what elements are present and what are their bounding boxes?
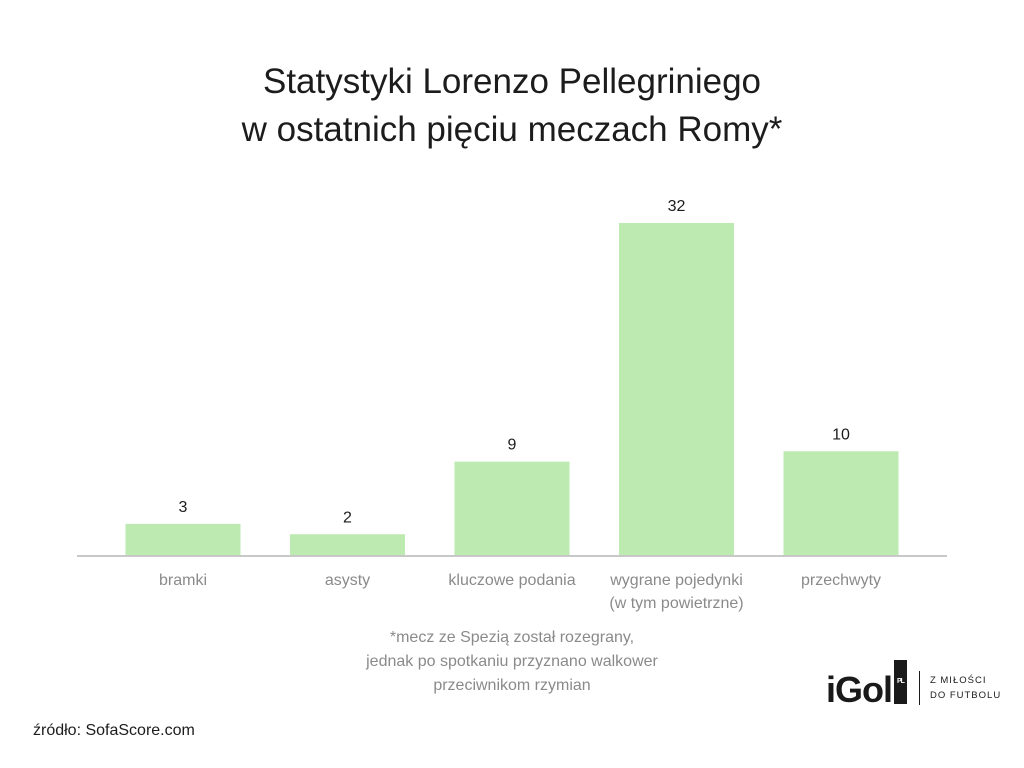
category-tick-label: kluczowe podania bbox=[448, 572, 575, 589]
logo-tagline: Z MIŁOŚCI DO FUTBOLU bbox=[930, 673, 1001, 703]
source-text: źródło: SofaScore.com bbox=[33, 722, 195, 739]
footnote-line-3: przeciwnikom rzymian bbox=[433, 677, 591, 694]
category-tick-label: bramki bbox=[159, 572, 207, 589]
logo-mark: iGol PL bbox=[826, 660, 907, 710]
category-tick-label: wygrane pojedynki bbox=[609, 572, 743, 589]
chart-title-line-1: Statystyki Lorenzo Pellegriniego bbox=[262, 62, 762, 101]
logo-tagline-line-2: DO FUTBOLU bbox=[929, 690, 1002, 701]
bar bbox=[783, 451, 899, 555]
bar-value-label: 2 bbox=[343, 509, 352, 526]
logo-text: iGol bbox=[826, 669, 893, 710]
logo-tagline-line-1: Z MIŁOŚCI bbox=[929, 675, 987, 686]
bar-value-label: 32 bbox=[668, 198, 686, 215]
chart-title: Statystyki Lorenzo Pellegriniego w ostat… bbox=[0, 58, 1024, 154]
category-tick-label: przechwyty bbox=[801, 572, 881, 589]
category-tick-label: (w tym powietrzne) bbox=[609, 595, 743, 612]
bar-value-label: 3 bbox=[179, 499, 188, 516]
footnote-line-2: jednak po spotkaniu przyznano walkower bbox=[366, 653, 658, 670]
bar bbox=[290, 534, 405, 555]
logo-divider bbox=[918, 671, 920, 705]
logo-badge: PL bbox=[894, 660, 907, 704]
footnote: *mecz ze Spezią został rozegrany, jednak… bbox=[262, 626, 762, 698]
footnote-line-1: *mecz ze Spezią został rozegrany, bbox=[389, 629, 635, 646]
bar-value-label: 10 bbox=[832, 426, 850, 443]
igol-logo: iGol PL Z MIŁOŚCI DO FUTBOLU bbox=[826, 660, 1001, 710]
chart-title-line-2: w ostatnich pięciu meczach Romy* bbox=[241, 110, 783, 149]
bar bbox=[125, 523, 241, 555]
bar bbox=[619, 223, 734, 555]
bar bbox=[454, 461, 570, 555]
category-tick-label: asysty bbox=[325, 572, 370, 589]
bar-value-label: 9 bbox=[508, 437, 517, 454]
